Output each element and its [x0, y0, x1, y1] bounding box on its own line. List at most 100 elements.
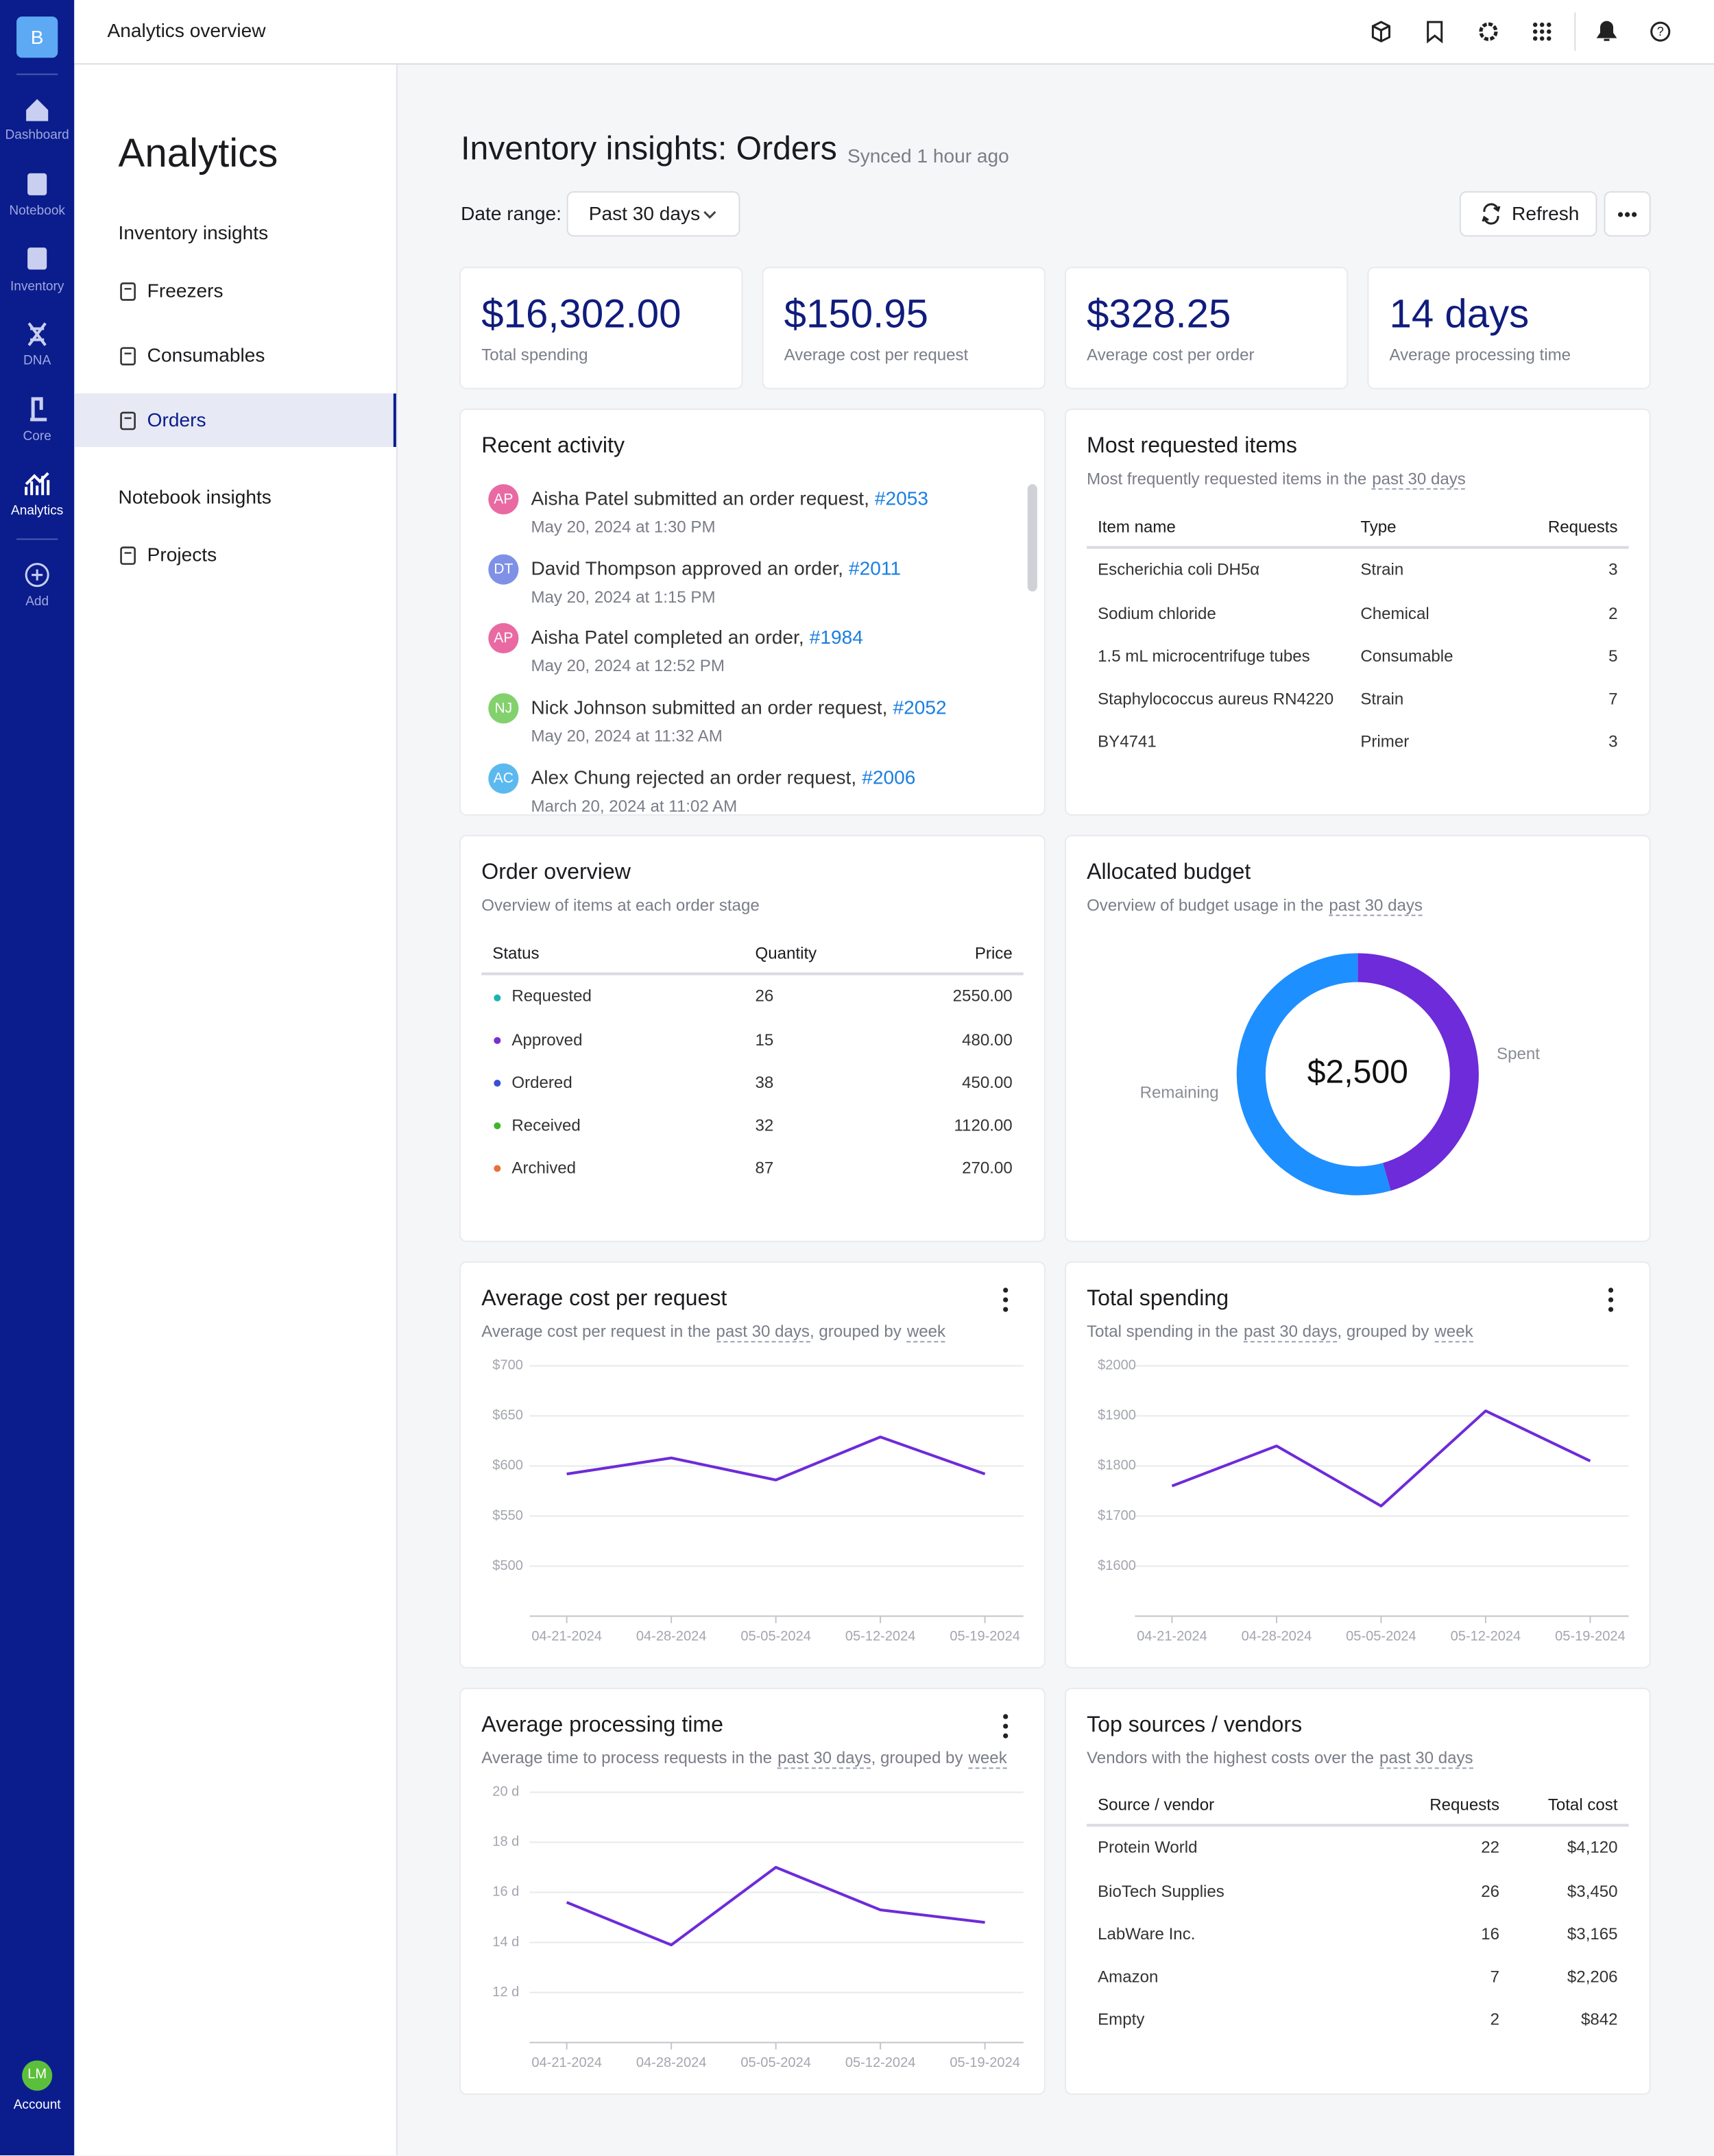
- nav-label[interactable]: Inventory: [10, 279, 64, 295]
- settings-icon[interactable]: [1479, 22, 1498, 41]
- table-cell: Ordered: [511, 1072, 572, 1092]
- y-tick-label: $650: [492, 1408, 523, 1423]
- subtitle-text: , grouped by: [871, 1748, 963, 1768]
- table-header: Status: [492, 944, 540, 964]
- logo-text: B: [30, 26, 44, 49]
- y-tick-label: 12 d: [492, 1985, 519, 2000]
- order-link[interactable]: #2011: [848, 556, 902, 579]
- table-cell: Protein World: [1098, 1838, 1198, 1858]
- avatar: AP: [488, 623, 519, 654]
- order-link[interactable]: #1984: [809, 626, 863, 649]
- kebab-dot: [1608, 1297, 1614, 1303]
- table-header-rule: [1087, 546, 1629, 549]
- chevron: [703, 210, 716, 219]
- nav-label[interactable]: Analytics: [11, 503, 64, 519]
- sidebar-icon: [120, 411, 136, 431]
- subtitle-link[interactable]: past 30 days: [716, 1322, 810, 1343]
- nav-label[interactable]: Core: [23, 429, 51, 445]
- x-tick-label: 05-05-2024: [740, 2055, 811, 2070]
- card-subtitle: Overview of budget usage in the past 30 d…: [1087, 895, 1423, 917]
- sidebar-item[interactable]: Orders: [147, 409, 206, 431]
- table-header: Requests: [1547, 518, 1618, 537]
- card-title: Average processing time: [481, 1714, 723, 1738]
- table-cell: 26: [755, 986, 774, 1006]
- package-icon[interactable]: [1371, 21, 1390, 43]
- subtitle-link[interactable]: past 30 days: [1372, 469, 1466, 490]
- order-link[interactable]: #2052: [893, 696, 947, 718]
- sidebar-item[interactable]: Projects: [147, 544, 217, 566]
- nav-label[interactable]: Notebook: [9, 203, 65, 219]
- bookmark-icon[interactable]: [1427, 21, 1443, 44]
- sidebar-item[interactable]: Consumables: [147, 344, 265, 367]
- subtitle-link[interactable]: week: [906, 1322, 946, 1343]
- donut-segment: [1357, 953, 1479, 1191]
- nav-rail: [0, 0, 75, 2156]
- table-cell: Amazon: [1098, 1967, 1159, 1987]
- y-tick-label: 16 d: [492, 1885, 519, 1900]
- table-cell: 3: [1608, 731, 1618, 751]
- stat-card: [1065, 268, 1347, 388]
- bell-icon[interactable]: [1596, 21, 1617, 41]
- kebab-menu[interactable]: [1000, 1712, 1011, 1740]
- subtitle-link[interactable]: past 30 days: [1329, 895, 1423, 917]
- stat-value: $150.95: [784, 293, 928, 337]
- table-cell: Received: [511, 1115, 581, 1135]
- table-header: Item name: [1098, 518, 1176, 537]
- table-cell: 7: [1490, 1967, 1499, 1987]
- kebab-menu[interactable]: [1605, 1286, 1616, 1313]
- page-icons: [703, 203, 1637, 225]
- y-tick-label: $2000: [1098, 1358, 1136, 1373]
- subtitle-link[interactable]: past 30 days: [777, 1748, 871, 1769]
- x-tick-label: 05-19-2024: [1555, 1629, 1626, 1644]
- account-avatar[interactable]: [22, 2060, 53, 2091]
- subtitle-link[interactable]: past 30 days: [1379, 1748, 1473, 1769]
- avatar-initials: AC: [493, 770, 514, 787]
- subtitle-link[interactable]: week: [968, 1748, 1007, 1769]
- order-link[interactable]: #2006: [862, 766, 916, 788]
- date-range-dropdown[interactable]: [568, 192, 739, 236]
- card-subtitle: Average cost per request in the past 30 d…: [481, 1322, 946, 1343]
- nav-label[interactable]: Add: [25, 594, 49, 609]
- subtitle-text: Overview of budget usage in the: [1087, 895, 1324, 915]
- logo[interactable]: [16, 16, 58, 58]
- apps-icon[interactable]: [1532, 22, 1552, 41]
- y-tick-label: $1800: [1098, 1458, 1136, 1473]
- table-cell: 26: [1481, 1880, 1499, 1901]
- more-icon: [1617, 212, 1637, 217]
- subtitle-link[interactable]: week: [1434, 1322, 1473, 1343]
- sidebar-heading: Notebook insights: [118, 485, 271, 508]
- subtitle-link[interactable]: past 30 days: [1243, 1322, 1338, 1343]
- x-tick-label: 04-21-2024: [531, 2055, 602, 2070]
- x-tick-label: 05-12-2024: [1451, 1629, 1521, 1644]
- donut-chart: Spent Remaining $2,500: [1140, 953, 1540, 1196]
- status-dot: [494, 1122, 501, 1130]
- avatar-initials: AP: [494, 630, 514, 647]
- core-icon: [30, 397, 47, 422]
- table-cell: BY4741: [1098, 731, 1157, 751]
- help-icon[interactable]: [1650, 21, 1671, 42]
- y-tick-label: $1600: [1098, 1558, 1136, 1573]
- table-cell: Escherichia coli DH5α: [1098, 560, 1260, 580]
- table-cell: Approved: [511, 1029, 583, 1050]
- y-tick-label: $700: [492, 1358, 523, 1373]
- sidebar-item[interactable]: Freezers: [147, 279, 224, 302]
- sidebar-icon: [120, 347, 136, 366]
- y-tick-label: 18 d: [492, 1834, 519, 1850]
- nav-label[interactable]: Dashboard: [5, 128, 69, 143]
- y-tick-label: 14 d: [492, 1935, 519, 1950]
- kebab-menu[interactable]: [1000, 1286, 1011, 1313]
- activity-text: Nick Johnson submitted an order request,…: [531, 697, 946, 716]
- order-link[interactable]: #2053: [874, 487, 929, 509]
- subtitle-text: Average time to process requests in the: [481, 1748, 773, 1768]
- header-icons: ?: [1371, 12, 1671, 51]
- subtitle-text: Most frequently requested items in the: [1087, 469, 1367, 489]
- status-dot: [494, 993, 501, 1001]
- x-tick-label: 04-21-2024: [1137, 1629, 1207, 1644]
- x-tick-label: 04-28-2024: [1242, 1629, 1312, 1644]
- refresh-button[interactable]: [1460, 192, 1596, 236]
- table-header: Price: [974, 944, 1013, 964]
- nav-label[interactable]: DNA: [23, 353, 51, 369]
- sidebar-title: Analytics: [118, 132, 278, 176]
- sidebar-selected: [74, 393, 396, 448]
